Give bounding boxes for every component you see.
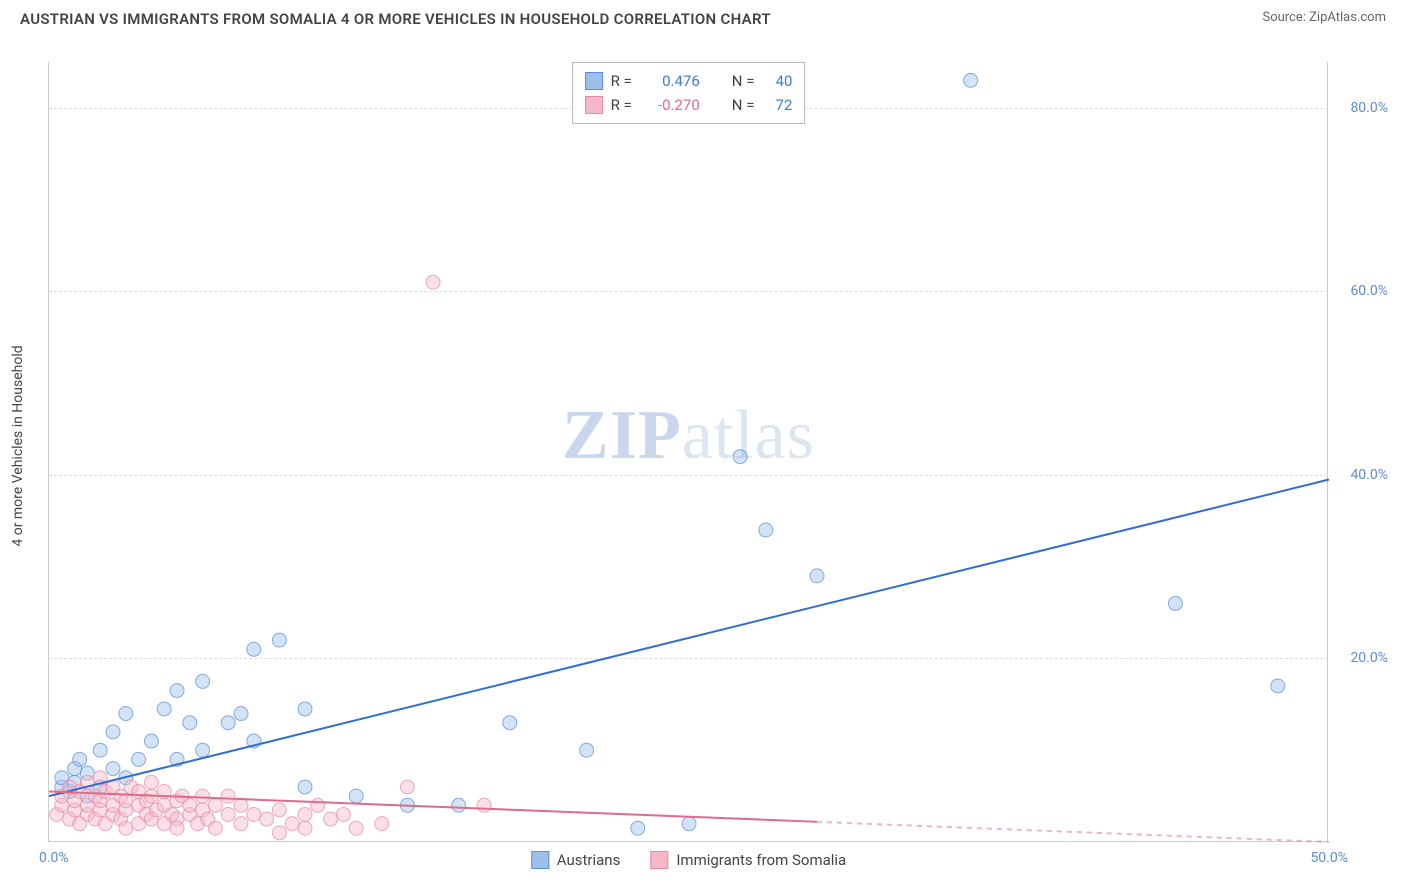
r-value-a: 0.476 xyxy=(640,69,700,93)
y-axis-title: 4 or more Vehicles in Household xyxy=(10,345,26,546)
source-attribution: Source: ZipAtlas.com xyxy=(1262,10,1386,25)
source-name: ZipAtlas.com xyxy=(1309,10,1386,25)
n-label-a: N = xyxy=(732,69,755,93)
swatch-austrians-bottom xyxy=(531,851,549,869)
source-label: Source: xyxy=(1262,10,1309,25)
legend-stats-row-b: R = -0.270 N = 72 xyxy=(585,93,793,117)
swatch-somalia xyxy=(585,96,603,114)
y-tick-label: 40.0% xyxy=(1350,467,1388,483)
legend-label-somalia: Immigrants from Somalia xyxy=(676,851,846,869)
y-tick-label: 60.0% xyxy=(1350,283,1388,299)
y-tick-label: 20.0% xyxy=(1350,650,1388,666)
x-tick-50: 50.0% xyxy=(1310,850,1348,866)
y-tick-label: 80.0% xyxy=(1350,100,1388,116)
scatter-plot-svg xyxy=(49,62,1328,841)
n-value-a: 40 xyxy=(762,69,792,93)
legend-item-austrians: Austrians xyxy=(531,851,621,869)
x-tick-0: 0.0% xyxy=(39,850,69,866)
r-value-b: -0.270 xyxy=(640,93,700,117)
legend-stats-row-a: R = 0.476 N = 40 xyxy=(585,69,793,93)
n-label-b: N = xyxy=(732,93,755,117)
legend-label-austrians: Austrians xyxy=(557,851,621,869)
swatch-somalia-bottom xyxy=(650,851,668,869)
legend-item-somalia: Immigrants from Somalia xyxy=(650,851,846,869)
n-value-b: 72 xyxy=(762,93,792,117)
chart-title: AUSTRIAN VS IMMIGRANTS FROM SOMALIA 4 OR… xyxy=(20,10,771,28)
swatch-austrians xyxy=(585,72,603,90)
bottom-legend: Austrians Immigrants from Somalia xyxy=(531,851,846,869)
chart-plot-area: 20.0%40.0%60.0%80.0% ZIPatlas R = 0.476 … xyxy=(48,62,1328,842)
legend-stats-box: R = 0.476 N = 40 R = -0.270 N = 72 xyxy=(572,62,806,124)
r-label-b: R = xyxy=(611,93,632,117)
r-label-a: R = xyxy=(611,69,632,93)
